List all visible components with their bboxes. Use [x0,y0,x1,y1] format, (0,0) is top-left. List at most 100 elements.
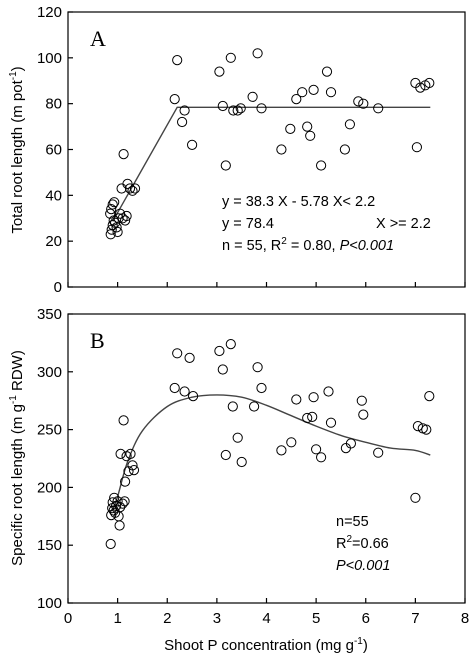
data-point [217,364,228,375]
data-point [107,497,118,508]
x-tick-label: 4 [262,610,270,627]
x-tick-label: 6 [362,610,370,627]
x-tick-label: 0 [64,610,72,627]
data-point [217,100,228,112]
data-point [225,339,236,350]
data-point [356,395,367,406]
data-point [291,394,302,405]
data-point [424,391,435,402]
data-point [121,210,132,222]
data-point [172,348,183,359]
data-point [228,105,239,116]
x-tick-label: 1 [113,610,121,627]
data-point [227,401,238,412]
data-point [316,160,327,171]
panel-a-equation-1: y = 38.3 X - 5.78 X< 2.2 [222,194,375,210]
panel-a-fit-line [112,106,431,222]
data-point [128,465,140,476]
panel-b-x-axis-label: Shoot P concentration (mg g-1) [164,636,368,654]
data-point [311,444,322,455]
panel-a-stats: n = 55, R2 = 0.80, P<0.001 [222,236,394,254]
data-point [112,226,123,238]
data-point [179,386,190,397]
y-tick-label: 120 [37,4,62,21]
data-point [285,123,296,134]
x-tick-label: 5 [312,610,320,627]
x-tick-label: 7 [411,610,419,627]
data-point [127,460,138,471]
data-point [125,448,136,459]
data-point [220,449,231,461]
y-tick-label: 100 [37,50,62,67]
data-point [344,119,355,130]
panel-b-y-axis-label: Specific root length (m g-1 RDW) [8,350,26,566]
panel-a-x-ticks [67,282,466,287]
data-point [214,345,225,357]
y-tick-label: 300 [37,364,62,381]
data-point [114,520,125,531]
panel-b-x-ticks: 0 1 2 3 4 5 6 7 8 [64,598,469,627]
y-tick-label: 60 [45,142,62,159]
data-point [353,96,364,107]
data-point [119,496,130,507]
data-point [411,142,422,153]
x-tick-label: 3 [213,610,221,627]
y-tick-label: 40 [45,187,62,204]
panel-a-equation-2-condition: X >= 2.2 [376,216,431,232]
panel-b-label: B [90,328,105,353]
data-point [118,415,129,426]
panel-b-y-ticks: 100 150 200 250 300 350 [37,306,73,612]
data-point [421,424,432,435]
data-point [373,447,384,458]
y-tick-label: 0 [54,279,62,296]
x-tick-label: 2 [163,610,171,627]
data-point [276,144,287,155]
data-point [109,492,120,503]
data-point [247,91,258,102]
data-point [225,52,236,63]
data-point [120,215,131,226]
data-point [115,448,126,459]
data-point [111,500,122,511]
data-point [286,437,297,448]
panel-b-stats-p: P<0.001 [336,558,390,574]
data-point [325,417,337,428]
data-point [105,208,116,219]
panel-a-y-ticks: 0 20 40 60 80 100 120 [37,4,73,296]
panel-a-y-axis-label: Total root length (m pot-1) [8,66,26,233]
data-point [308,392,319,403]
panel-b: B 100 150 200 250 300 350 0 1 2 3 4 5 6 7 8 Specific … [8,306,469,654]
y-tick-label: 200 [37,479,62,496]
data-point [339,144,350,155]
data-point [124,183,136,194]
panel-a-points [105,48,435,240]
data-point [307,411,318,422]
panel-b-stats-n: n=55 [336,514,369,530]
data-point [415,82,426,93]
data-point [325,87,337,98]
fit-line [112,106,431,222]
data-point [177,116,188,128]
panel-b-fit-curve [112,394,431,511]
data-point [424,77,435,89]
panel-a-label: A [90,26,106,51]
data-point [172,55,183,66]
panel-b-points [105,339,435,550]
panel-a: A 0 20 40 60 80 100 120 Total root length (m p… [8,4,466,296]
data-point [412,421,423,432]
data-point [302,121,313,132]
y-tick-label: 80 [45,96,62,113]
data-point [291,94,302,105]
data-point [252,48,263,59]
data-point [232,432,243,443]
data-point [220,160,231,171]
data-point [410,492,421,503]
data-point [358,409,369,420]
data-point [232,105,243,116]
data-point [109,197,120,208]
data-point [316,452,327,463]
data-point [256,103,267,114]
data-point [373,103,384,114]
fit-line [112,394,431,511]
